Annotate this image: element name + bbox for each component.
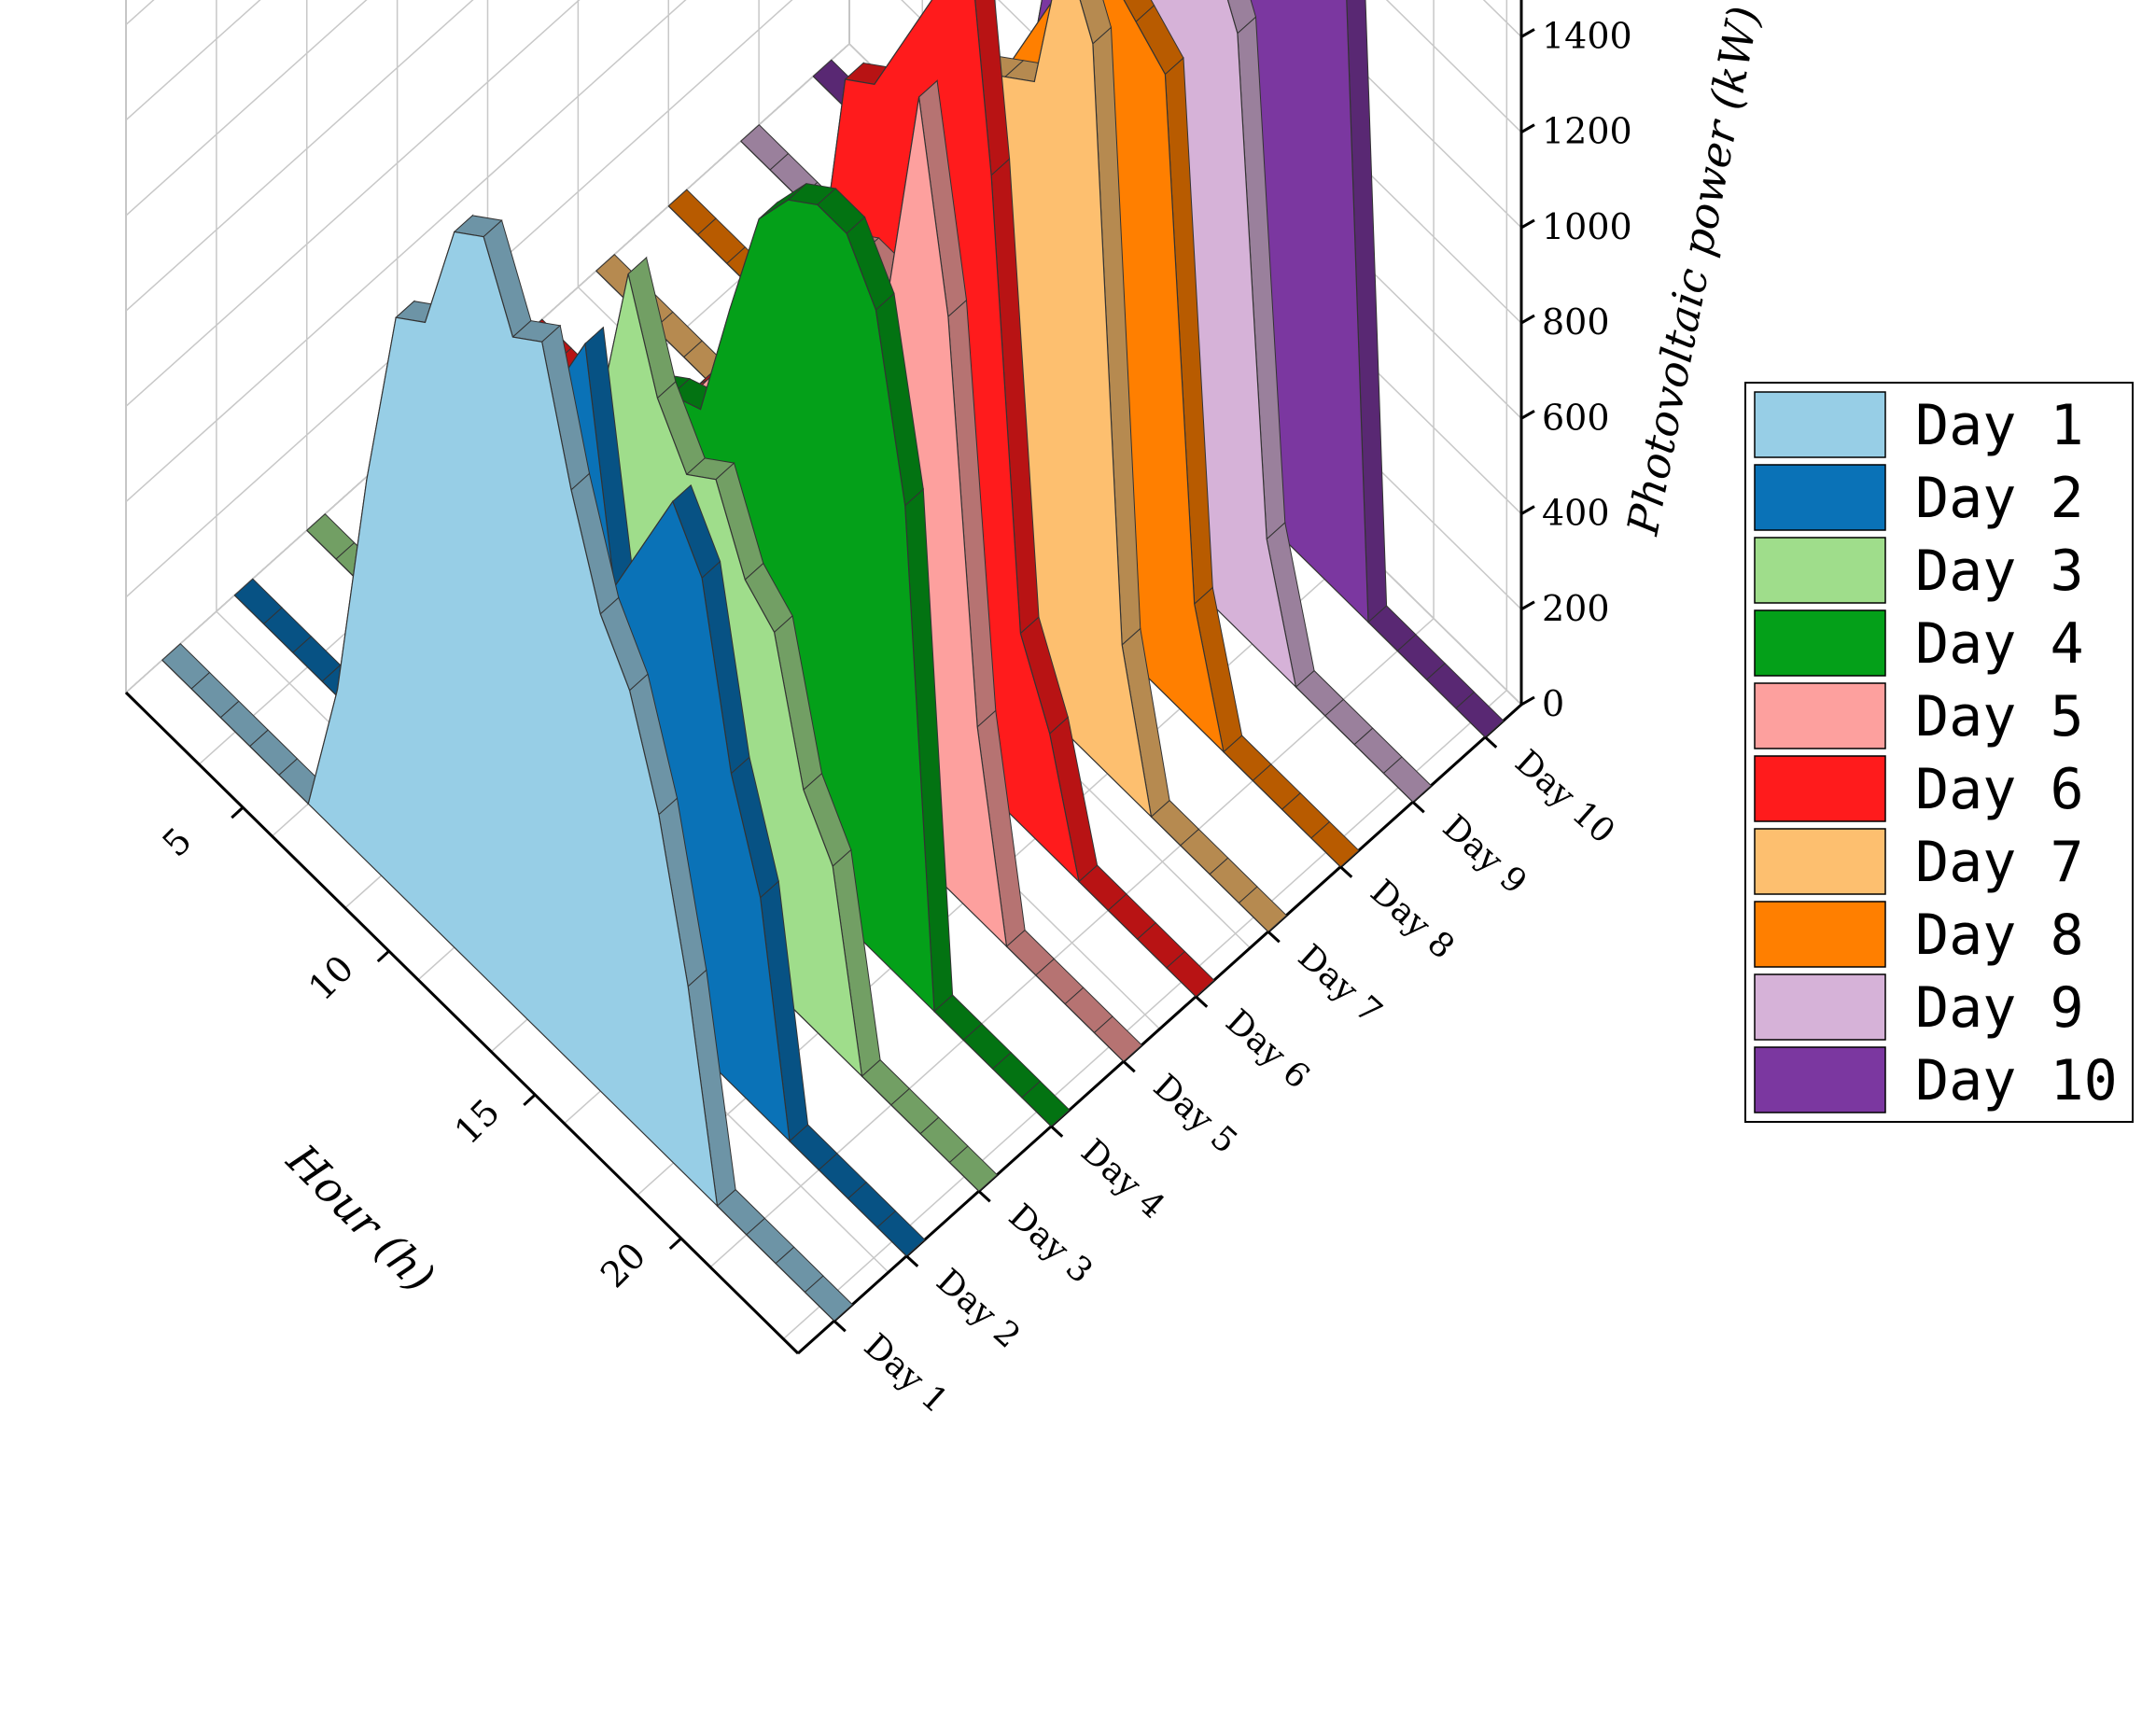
day-tick-label: Day 4 — [1073, 1132, 1171, 1226]
grid-line-z — [125, 0, 474, 312]
legend: Day 1 Day 2 Day 3 Day 4 Day 5 Day 6 Day 7 Day 8… — [1744, 382, 2134, 1123]
day-tick-label: Day 9 — [1435, 807, 1533, 902]
day-tick — [833, 1320, 847, 1333]
legend-swatch — [1754, 682, 1886, 749]
grid-line-z — [125, 0, 261, 121]
day-tick-label: Day 3 — [1001, 1197, 1099, 1291]
grid-line-z — [125, 0, 368, 217]
legend-label: Day 9 — [1915, 975, 2084, 1041]
z-tick — [1520, 123, 1535, 133]
z-tick-label: 400 — [1542, 493, 1610, 534]
z-tick-label: 1000 — [1542, 206, 1632, 247]
x-tick — [668, 1237, 682, 1250]
day-tick-label: Day 2 — [929, 1262, 1027, 1356]
legend-label: Day 4 — [1915, 611, 2084, 677]
day-tick-label: Day 6 — [1218, 1002, 1316, 1097]
day-tick — [1339, 865, 1353, 878]
day-tick-label: Day 7 — [1291, 937, 1389, 1031]
day-tick — [905, 1254, 919, 1267]
day-tick-label: Day 8 — [1363, 873, 1461, 967]
legend-swatch — [1754, 537, 1886, 604]
x-tick-label: 10 — [301, 947, 361, 1008]
z-tick — [1520, 314, 1535, 325]
z-tick — [1520, 28, 1535, 38]
day-tick — [1122, 1060, 1136, 1073]
legend-swatch — [1754, 464, 1886, 531]
hour-axis-line — [124, 691, 800, 1355]
legend-swatch — [1754, 391, 1886, 458]
legend-swatch — [1754, 755, 1886, 822]
legend-label: Day 8 — [1915, 903, 2084, 968]
x-tick — [231, 806, 245, 819]
day-tick — [1267, 931, 1281, 944]
z-tick — [1520, 505, 1535, 515]
legend-swatch — [1754, 973, 1886, 1041]
day-tick-label: Day 5 — [1146, 1067, 1244, 1161]
x-tick — [376, 949, 390, 963]
legend-swatch — [1754, 901, 1886, 968]
z-tick — [1520, 410, 1535, 420]
z-tick — [1520, 600, 1535, 611]
z-tick — [1520, 695, 1535, 707]
legend-label: Day 1 — [1915, 393, 2084, 458]
x-tick-label: 15 — [447, 1091, 508, 1152]
legend-label: Day 6 — [1915, 757, 2084, 822]
day-tick — [1411, 801, 1425, 814]
day-tick — [1484, 735, 1498, 749]
ribbon-series — [161, 0, 1505, 1322]
ribbon-face — [161, 231, 835, 1322]
grid-line-z — [1385, 0, 1522, 133]
z-tick-label: 1400 — [1542, 15, 1632, 56]
legend-label: Day 3 — [1915, 539, 2084, 604]
legend-swatch — [1754, 828, 1886, 895]
z-tick-label: 0 — [1542, 683, 1564, 724]
legend-label: Day 2 — [1915, 466, 2084, 531]
day-tick-label: Day 1 — [857, 1326, 955, 1421]
grid-line-z — [1191, 0, 1522, 324]
legend-swatch — [1754, 609, 1886, 677]
day-tick — [1050, 1125, 1064, 1138]
legend-label: Day 7 — [1915, 830, 2084, 895]
day-tick — [977, 1190, 991, 1203]
x-axis-title: Hour (h) — [277, 1134, 445, 1302]
grid-line-z — [1288, 0, 1522, 229]
z-tick — [1520, 218, 1535, 230]
legend-swatch — [1754, 1046, 1886, 1113]
z-tick-label: 200 — [1542, 588, 1610, 629]
z-tick-label: 800 — [1542, 301, 1610, 343]
day-tick-label: Day 10 — [1507, 743, 1621, 851]
day-tick — [1195, 995, 1209, 1008]
x-tick — [523, 1093, 537, 1107]
z-tick-label: 1200 — [1542, 111, 1632, 152]
z-tick-label: 600 — [1542, 397, 1610, 438]
legend-label: Day 5 — [1915, 684, 2084, 749]
ribbon-day-1 — [161, 214, 854, 1322]
x-tick-label: 20 — [593, 1235, 653, 1295]
legend-label: Day 10 — [1915, 1048, 2118, 1113]
x-tick-label: 5 — [154, 819, 199, 864]
